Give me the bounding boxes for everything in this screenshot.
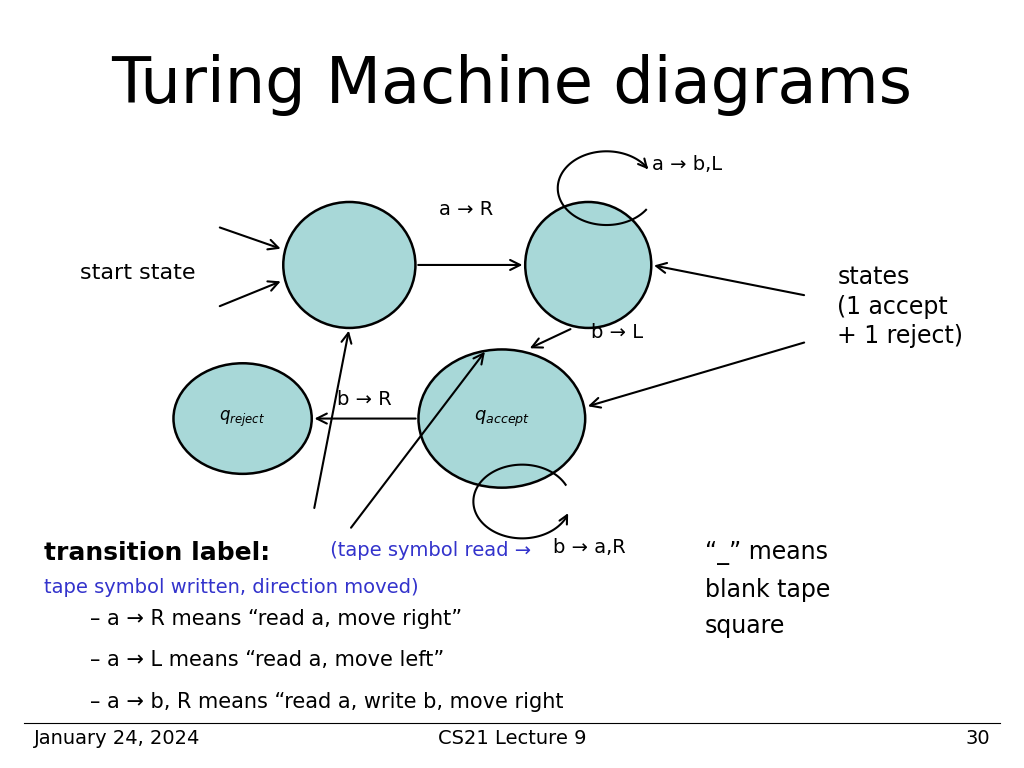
Text: a → R: a → R bbox=[439, 200, 494, 219]
Text: states
(1 accept
+ 1 reject): states (1 accept + 1 reject) bbox=[838, 265, 964, 349]
Text: tape symbol written, direction moved): tape symbol written, direction moved) bbox=[44, 578, 419, 597]
Text: b → R: b → R bbox=[337, 389, 392, 409]
Text: $q_{reject}$: $q_{reject}$ bbox=[219, 409, 265, 429]
Text: CS21 Lecture 9: CS21 Lecture 9 bbox=[437, 730, 587, 748]
Text: start state: start state bbox=[80, 263, 196, 283]
Ellipse shape bbox=[525, 202, 651, 328]
Text: a → b,L: a → b,L bbox=[652, 155, 722, 174]
Text: – a → L means “read a, move left”: – a → L means “read a, move left” bbox=[90, 650, 444, 670]
Text: b → L: b → L bbox=[591, 323, 643, 342]
Text: Turing Machine diagrams: Turing Machine diagrams bbox=[112, 54, 912, 116]
Text: 30: 30 bbox=[966, 730, 990, 748]
Text: January 24, 2024: January 24, 2024 bbox=[34, 730, 201, 748]
Text: $q_{accept}$: $q_{accept}$ bbox=[474, 409, 529, 429]
Text: (tape symbol read →: (tape symbol read → bbox=[324, 541, 531, 561]
Ellipse shape bbox=[419, 349, 585, 488]
Text: “_” means: “_” means bbox=[706, 541, 828, 565]
Text: – a → R means “read a, move right”: – a → R means “read a, move right” bbox=[90, 609, 462, 629]
Text: square: square bbox=[706, 614, 785, 637]
Text: blank tape: blank tape bbox=[706, 578, 830, 601]
Text: transition label:: transition label: bbox=[44, 541, 270, 565]
Ellipse shape bbox=[284, 202, 416, 328]
Text: b → a,R: b → a,R bbox=[553, 538, 626, 558]
Text: – a → b, R means “read a, write b, move right: – a → b, R means “read a, write b, move … bbox=[90, 692, 563, 712]
Ellipse shape bbox=[173, 363, 311, 474]
